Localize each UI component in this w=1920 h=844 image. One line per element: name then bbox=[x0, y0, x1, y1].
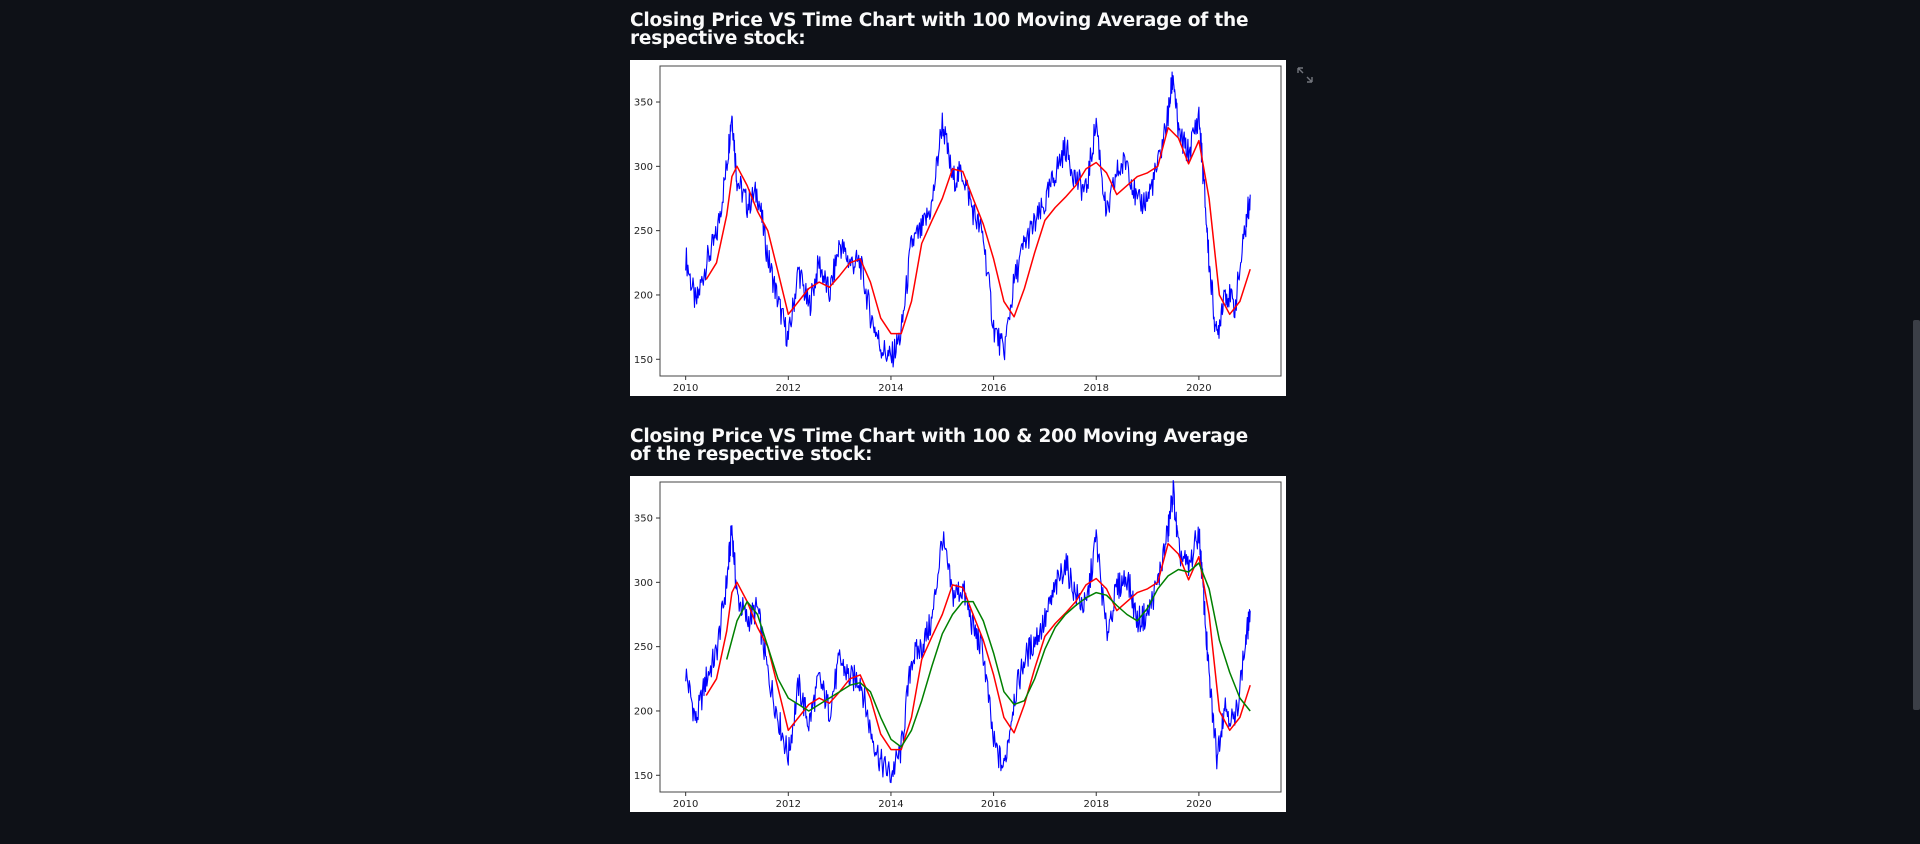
x-tick-label: 2012 bbox=[776, 799, 801, 810]
y-tick-label: 250 bbox=[634, 642, 653, 653]
scrollbar-thumb[interactable] bbox=[1913, 320, 1920, 710]
ma100-line bbox=[705, 126, 1251, 335]
ma100-line bbox=[705, 542, 1251, 751]
chart1-figure: 150 200 250 300 350 2010 2012 2014 2016 2018 2020 bbox=[630, 60, 1286, 396]
y-tick-label: 200 bbox=[634, 706, 653, 717]
y-tick-label: 250 bbox=[634, 226, 653, 237]
y-tick-label: 350 bbox=[634, 514, 653, 525]
chart2-plot: 150 200 250 300 350 2010 2012 2014 2016 2018 2020 bbox=[634, 480, 1282, 810]
x-tick-label: 2016 bbox=[981, 383, 1006, 394]
chart1-plot: 150 200 250 300 350 2010 2012 2014 2016 2018 2020 bbox=[634, 65, 1282, 394]
y-tick-label: 200 bbox=[634, 290, 653, 301]
y-tick-label: 300 bbox=[634, 578, 653, 589]
x-tick-label: 2010 bbox=[673, 799, 698, 810]
x-tick-label: 2018 bbox=[1084, 799, 1109, 810]
chart2-heading: Closing Price VS Time Chart with 100 & 2… bbox=[630, 426, 1248, 465]
plot-frame bbox=[659, 481, 1282, 793]
closing-price-line bbox=[685, 71, 1251, 368]
chart1-heading: Closing Price VS Time Chart with 100 Mov… bbox=[630, 10, 1249, 49]
chart2-figure: 150 200 250 300 350 2010 2012 2014 2016 2018 2020 bbox=[630, 476, 1286, 812]
closing-price-line bbox=[685, 480, 1251, 784]
x-tick-label: 2020 bbox=[1186, 383, 1211, 394]
expand-icon[interactable] bbox=[1296, 66, 1314, 84]
y-tick-label: 300 bbox=[634, 162, 653, 173]
x-tick-label: 2020 bbox=[1186, 799, 1211, 810]
x-tick-label: 2012 bbox=[776, 383, 801, 394]
ma200-line bbox=[725, 562, 1251, 748]
y-tick-label: 350 bbox=[634, 98, 653, 109]
x-tick-label: 2014 bbox=[878, 383, 903, 394]
x-tick-label: 2010 bbox=[673, 383, 698, 394]
scrollbar[interactable] bbox=[1912, 0, 1920, 844]
y-tick-label: 150 bbox=[634, 771, 653, 782]
x-tick-label: 2018 bbox=[1084, 383, 1109, 394]
x-tick-label: 2014 bbox=[878, 799, 903, 810]
x-tick-label: 2016 bbox=[981, 799, 1006, 810]
plot-frame bbox=[659, 65, 1282, 377]
y-tick-label: 150 bbox=[634, 355, 653, 366]
